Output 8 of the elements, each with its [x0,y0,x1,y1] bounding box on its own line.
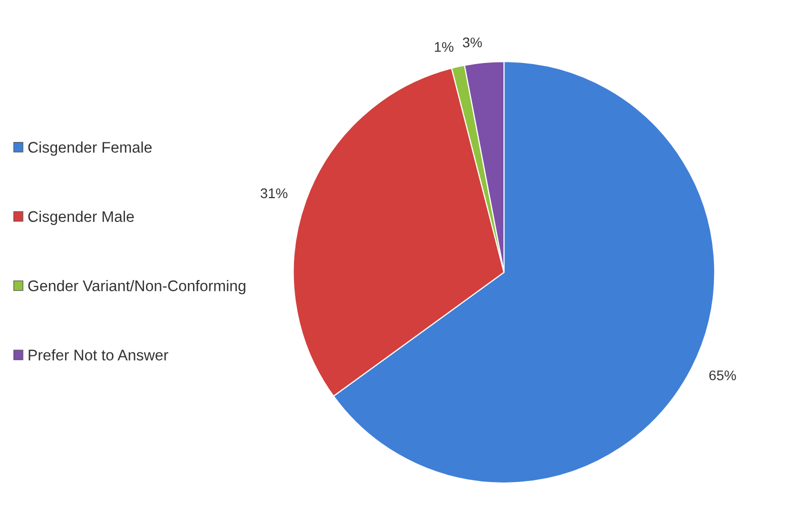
data-label: 31% [260,188,288,198]
legend-label: Prefer Not to Answer [28,349,168,360]
data-label: 3% [462,38,482,48]
legend-label: Cisgender Male [28,210,134,225]
data-label: 1% [434,42,454,52]
legend-label: Cisgender Female [28,142,152,156]
data-label: 65% [709,370,736,380]
legend-label: Gender Variant/Non-Conforming [28,280,246,294]
